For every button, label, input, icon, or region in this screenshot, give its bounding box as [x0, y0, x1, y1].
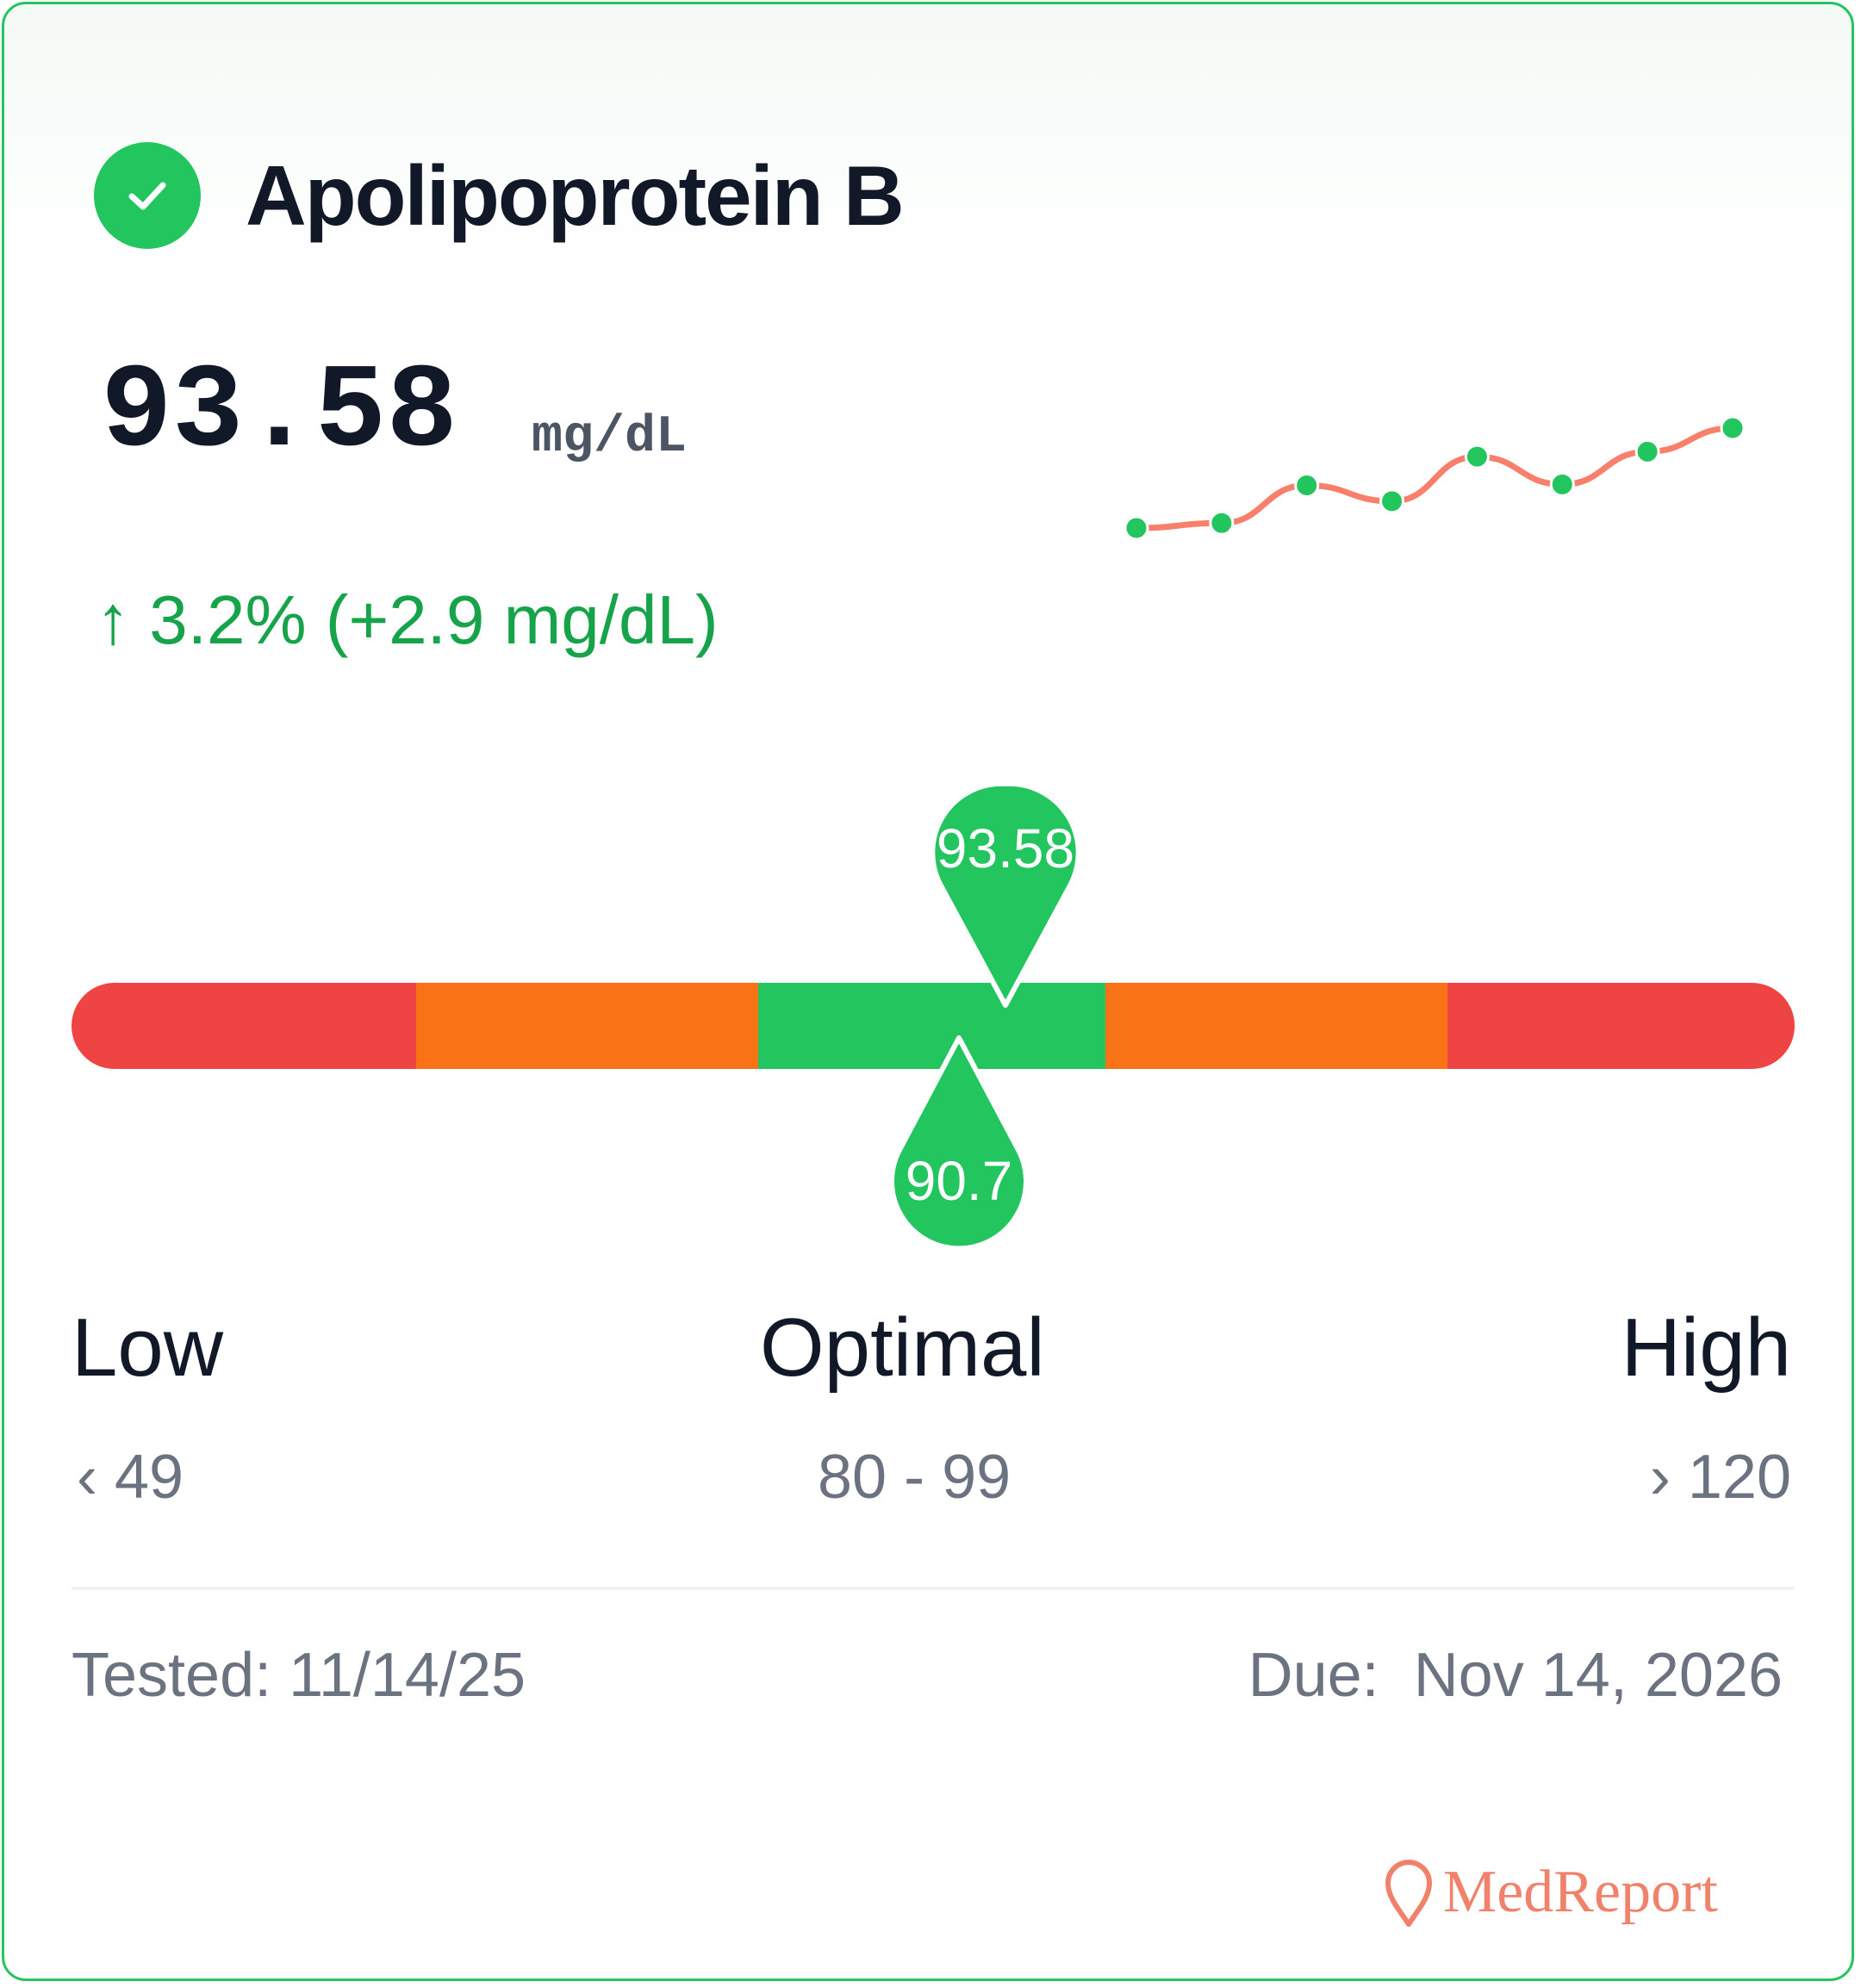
range-value-low: ‹ 49 — [77, 1443, 184, 1512]
gauge-segment-above-optimal — [1105, 983, 1447, 1069]
range-label-optimal: Optimal — [760, 1302, 1045, 1394]
trend-point — [1123, 515, 1149, 541]
trend-point — [1379, 488, 1405, 514]
biomarker-title: Apolipoprotein B — [246, 148, 905, 243]
trend-point — [1464, 444, 1490, 469]
result-unit: mg/dL — [532, 408, 688, 467]
brand-logo: MedReport — [1383, 1849, 1718, 1935]
previous-value-marker-label: 90.7 — [905, 1150, 1013, 1212]
trend-point — [1294, 473, 1320, 499]
gauge-segment-high — [1447, 983, 1795, 1069]
tested-date: Tested: 11/14/25 — [72, 1641, 526, 1710]
trend-point — [1720, 415, 1746, 441]
trend-point — [1634, 438, 1660, 464]
checkmark-icon — [128, 182, 166, 210]
check-circle-icon — [94, 142, 201, 249]
gauge-segment-low — [72, 983, 416, 1069]
gauge-segment-below-optimal — [416, 983, 758, 1069]
gauge-segment-optimal — [758, 983, 1105, 1069]
current-value-marker-label: 93.58 — [936, 817, 1075, 879]
due-label: Due: — [1248, 1641, 1379, 1710]
brand-name: MedReport — [1443, 1859, 1718, 1925]
range-value-optimal: 80 - 99 — [818, 1443, 1011, 1512]
trend-sparkline — [1123, 415, 1746, 541]
range-value-high: › 120 — [1649, 1443, 1791, 1512]
map-pin-icon — [932, 780, 1079, 1008]
current-value-marker: 93.58 — [932, 780, 1079, 1012]
trend-point — [1549, 471, 1575, 497]
divider — [72, 1587, 1795, 1590]
range-label-high: High — [1621, 1302, 1791, 1394]
change-indicator: ↑ 3.2% (+2.9 mg/dL) — [96, 581, 719, 658]
due-date-group: Due: Nov 14, 2026 — [1248, 1632, 1783, 1718]
due-date: Nov 14, 2026 — [1413, 1641, 1783, 1710]
location-pin-icon — [1385, 1860, 1432, 1927]
result-value: 93.58 — [101, 346, 458, 481]
previous-value-marker: 90.7 — [890, 1034, 1028, 1250]
map-pin-icon — [890, 1035, 1028, 1250]
range-label-low: Low — [72, 1302, 224, 1394]
trend-point — [1209, 510, 1235, 536]
range-gauge-bar — [72, 983, 1795, 1069]
